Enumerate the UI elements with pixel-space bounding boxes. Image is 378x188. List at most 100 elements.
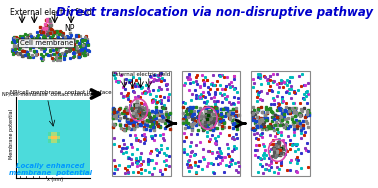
Bar bbox=[51, 136, 54, 139]
Bar bbox=[36, 167, 39, 171]
Bar bbox=[48, 112, 51, 116]
Bar bbox=[45, 167, 48, 171]
Bar bbox=[72, 132, 75, 136]
Bar bbox=[54, 143, 57, 147]
Bar bbox=[87, 112, 90, 116]
Bar bbox=[18, 151, 21, 155]
Bar bbox=[39, 112, 42, 116]
Bar bbox=[87, 167, 90, 171]
Bar bbox=[42, 108, 45, 112]
Bar bbox=[27, 104, 30, 108]
Bar bbox=[75, 108, 78, 112]
Bar bbox=[72, 167, 75, 171]
Bar bbox=[54, 163, 57, 167]
Bar bbox=[48, 163, 51, 167]
Bar bbox=[36, 116, 39, 120]
Bar bbox=[57, 132, 60, 136]
Bar bbox=[27, 139, 30, 143]
Bar bbox=[48, 139, 51, 143]
Bar bbox=[57, 155, 60, 159]
Bar bbox=[87, 171, 90, 175]
Bar bbox=[63, 100, 66, 104]
Bar bbox=[39, 116, 42, 120]
Bar bbox=[69, 128, 72, 132]
Bar bbox=[27, 163, 30, 167]
Bar bbox=[57, 171, 60, 175]
Bar bbox=[81, 132, 84, 136]
Bar bbox=[51, 139, 54, 143]
Bar bbox=[84, 108, 87, 112]
Bar bbox=[63, 120, 66, 124]
Bar bbox=[69, 120, 72, 124]
Bar bbox=[54, 100, 57, 104]
Bar bbox=[57, 167, 60, 171]
Bar bbox=[84, 132, 87, 136]
Bar bbox=[54, 151, 57, 155]
Bar bbox=[75, 104, 78, 108]
Text: External electric field: External electric field bbox=[10, 8, 91, 17]
Bar bbox=[57, 120, 60, 124]
Bar bbox=[48, 128, 51, 132]
Bar bbox=[33, 159, 36, 163]
Bar bbox=[75, 124, 78, 128]
Bar bbox=[24, 136, 27, 139]
Bar bbox=[30, 104, 33, 108]
Bar bbox=[78, 104, 81, 108]
Bar bbox=[51, 155, 54, 159]
Bar bbox=[21, 139, 24, 143]
Bar bbox=[81, 143, 84, 147]
Bar bbox=[48, 151, 51, 155]
Bar bbox=[39, 159, 42, 163]
Bar bbox=[69, 139, 72, 143]
Bar bbox=[54, 147, 57, 151]
Bar bbox=[75, 139, 78, 143]
Bar bbox=[24, 116, 27, 120]
Bar bbox=[24, 155, 27, 159]
Bar bbox=[42, 132, 45, 136]
Bar bbox=[78, 100, 81, 104]
Bar bbox=[60, 136, 63, 139]
Bar bbox=[39, 108, 42, 112]
Bar bbox=[60, 132, 63, 136]
Bar bbox=[21, 143, 24, 147]
Bar bbox=[45, 147, 48, 151]
Bar bbox=[81, 100, 84, 104]
Bar bbox=[21, 167, 24, 171]
Bar bbox=[57, 112, 60, 116]
Bar bbox=[27, 124, 30, 128]
Bar bbox=[48, 143, 51, 147]
Bar bbox=[33, 151, 36, 155]
Text: x (nm): x (nm) bbox=[46, 177, 63, 182]
Bar bbox=[30, 100, 33, 104]
Bar bbox=[87, 136, 90, 139]
Bar bbox=[57, 108, 60, 112]
Bar bbox=[87, 155, 90, 159]
Bar bbox=[27, 112, 30, 116]
Bar bbox=[81, 128, 84, 132]
Bar bbox=[45, 100, 48, 104]
Bar bbox=[60, 159, 63, 163]
Bar bbox=[84, 112, 87, 116]
Bar bbox=[78, 112, 81, 116]
Bar bbox=[18, 120, 21, 124]
Bar bbox=[45, 104, 48, 108]
Bar bbox=[24, 124, 27, 128]
Bar bbox=[63, 112, 66, 116]
Bar bbox=[84, 151, 87, 155]
Text: NP/cell-membrane  contact interface: NP/cell-membrane contact interface bbox=[2, 91, 93, 96]
Bar bbox=[57, 143, 60, 147]
Bar bbox=[48, 136, 51, 139]
Text: Membrane potential: Membrane potential bbox=[9, 109, 14, 159]
Bar bbox=[60, 116, 63, 120]
Bar bbox=[27, 100, 30, 104]
Bar bbox=[42, 155, 45, 159]
Bar bbox=[48, 104, 51, 108]
Bar bbox=[69, 136, 72, 139]
Bar bbox=[69, 100, 72, 104]
Bar bbox=[66, 143, 69, 147]
Bar bbox=[42, 124, 45, 128]
Bar bbox=[81, 155, 84, 159]
Bar bbox=[63, 143, 66, 147]
Bar bbox=[33, 108, 36, 112]
Bar bbox=[60, 112, 63, 116]
